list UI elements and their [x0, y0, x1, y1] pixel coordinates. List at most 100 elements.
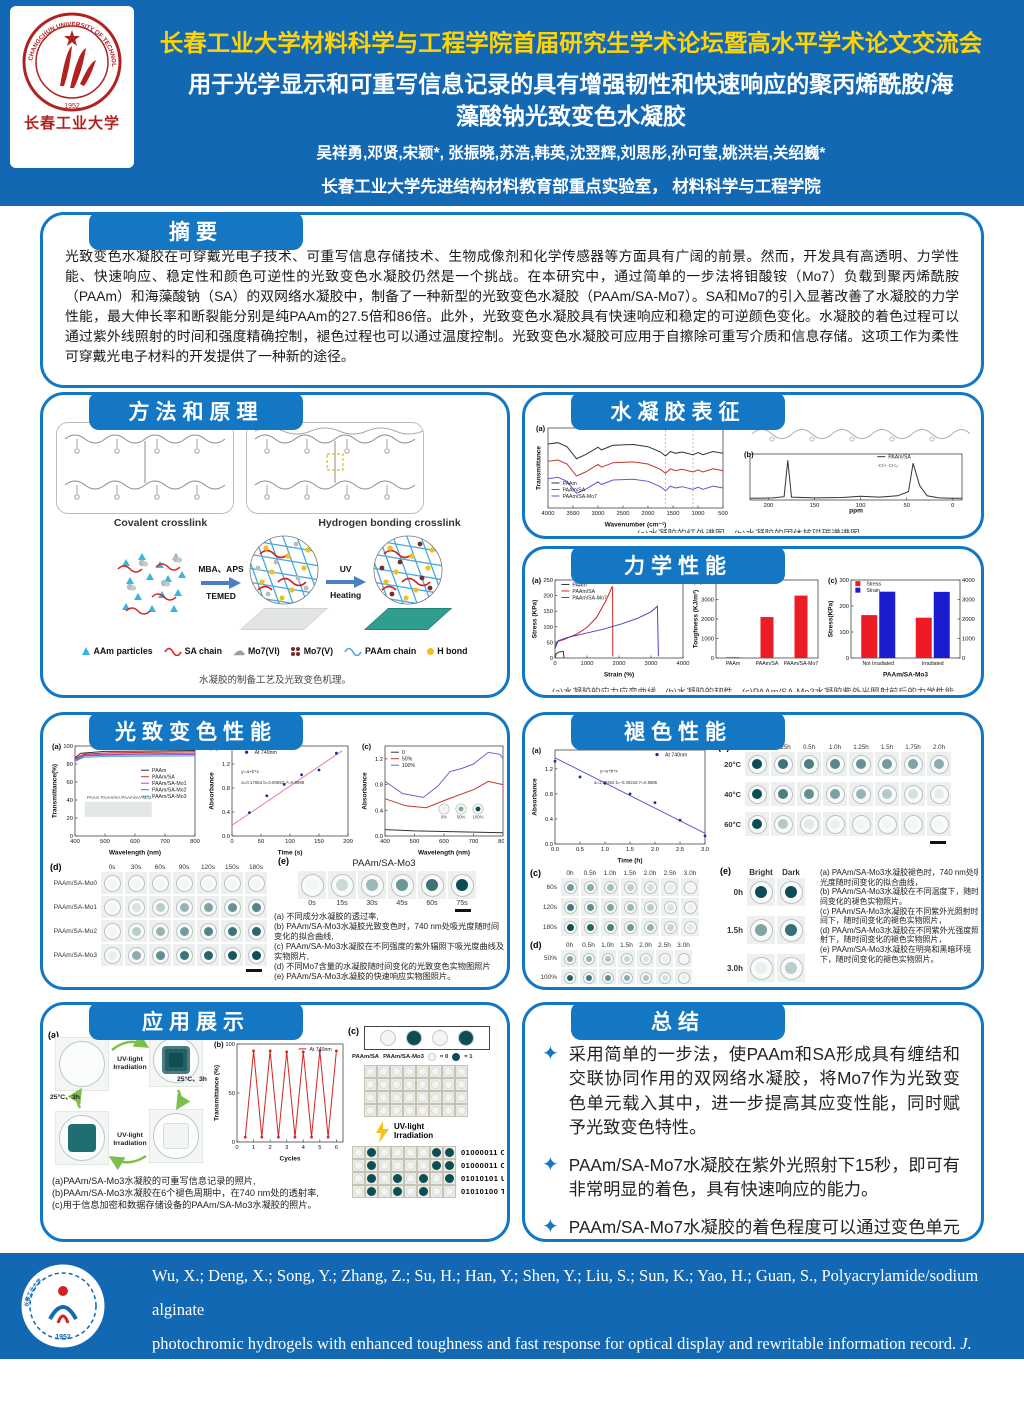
svg-text:200: 200 — [343, 839, 353, 845]
section-methods: 方法和原理 Covalent crosslink Hydrogen bondin… — [40, 392, 510, 698]
characterization-tab: 水凝胶表征 — [571, 392, 785, 430]
network-after-uv-figure — [373, 535, 443, 605]
svg-text:100: 100 — [856, 503, 866, 509]
logo-university-name: 长春工业大学 — [23, 115, 120, 132]
dark-dot-sample — [406, 1030, 422, 1046]
svg-text:Transmittance: Transmittance — [536, 446, 543, 490]
right-arrow-icon — [325, 576, 366, 588]
svg-text:3000: 3000 — [592, 511, 605, 517]
svg-text:PAAm: PAAm — [726, 661, 740, 667]
svg-text:1.2: 1.2 — [545, 767, 553, 773]
authors-line: 吴祥勇,邓贤,宋颖*, 张振晓,苏浩,韩英,沈翌辉,刘思彤,孙可莹,姚洪岩,关绍… — [316, 145, 826, 163]
svg-text:5: 5 — [318, 1145, 321, 1151]
svg-text:0: 0 — [711, 656, 714, 662]
mechanical-tab: 力学性能 — [571, 546, 785, 584]
svg-text:PAAm: PAAm — [152, 768, 166, 774]
svg-text:50: 50 — [547, 640, 553, 646]
svg-text:2000: 2000 — [962, 617, 975, 623]
svg-text:300: 300 — [839, 578, 849, 584]
poster-footer: 长春工业大学 1952 Wu, X.; Deng, X.; Song, Y.; … — [0, 1253, 1024, 1420]
svg-text:500: 500 — [718, 511, 728, 517]
svg-text:At 740nm: At 740nm — [665, 753, 687, 759]
figure-nmr: 200 150 100 50 0 ppm PAAm/SA -CH -CH₂- (b) — [742, 448, 966, 514]
svg-text:0: 0 — [402, 750, 405, 756]
svg-text:50: 50 — [903, 503, 909, 509]
svg-text:100%: 100% — [402, 763, 416, 769]
svg-text:4: 4 — [302, 1145, 306, 1151]
star-icon: ✦ — [542, 1215, 559, 1236]
svg-text:Stress(KPa): Stress(KPa) — [828, 601, 835, 638]
svg-text:Transmittance (%): Transmittance (%) — [214, 1065, 221, 1121]
svg-text:0.4: 0.4 — [545, 817, 554, 823]
svg-text:0%: 0% — [441, 815, 447, 820]
svg-text:At 740nm: At 740nm — [309, 1047, 331, 1053]
svg-text:0: 0 — [70, 834, 73, 840]
abstract-body: 光致变色水凝胶在可穿戴光电子技术、可重写信息存储技术、生物成像剂和化学传感器等方… — [65, 249, 959, 364]
figure-toughness: 01000200030004000Toughness (KJ/m³)PAAmPA… — [691, 574, 825, 678]
svg-text:(b): (b) — [744, 450, 754, 459]
star-icon: ✦ — [542, 1043, 559, 1065]
svg-text:1000: 1000 — [962, 637, 975, 643]
svg-text:(b): (b) — [214, 1040, 224, 1049]
summary-tab: 总结 — [571, 1002, 785, 1040]
svg-text:Strain: Strain — [866, 588, 880, 594]
recolored-hydrogel-photo — [68, 1124, 96, 1152]
summary-bullet: ✦ 采用简单的一步法，使PAAm和SA形成具有缠结和交联协同作用的双网络水凝胶，将… — [542, 1043, 960, 1138]
svg-text:0: 0 — [553, 661, 556, 667]
fading-intensity-grid: (d) 0h 0.5h 1.0h 1.5h 2.0h 2.5h 3.0h 50% 100% — [530, 940, 693, 984]
mo7-vi-icon: ☁ — [232, 644, 245, 658]
svg-text:100: 100 — [543, 625, 553, 631]
svg-text:0.8: 0.8 — [375, 783, 383, 789]
svg-text:3000: 3000 — [701, 598, 714, 604]
svg-text:ppm: ppm — [849, 508, 863, 515]
arrow1-top-label: MBA、APS — [198, 564, 244, 574]
light-dot-sample — [432, 1030, 448, 1046]
svg-text:PAAm/SA: PAAm/SA — [756, 661, 779, 667]
svg-text:Wavelength (nm): Wavelength (nm) — [418, 850, 470, 857]
svg-text:3.0: 3.0 — [701, 847, 709, 853]
conference-title: 长春工业大学材料科学与工程学院首届研究生学术论坛暨高水平学术论文交流会 — [159, 30, 983, 56]
fading-brightdark-grid: (e) Bright Dark 0h 1.5h 3.0h — [720, 866, 806, 984]
section-application: 应用展示 (a) UV-light Irradiation 25°C、3h UV… — [40, 1002, 510, 1242]
hbond-structure-figure — [246, 422, 424, 514]
encoded-storage-grid: 01000011 C 01000011 C 01010101 U 01010100 T — [352, 1146, 504, 1198]
svg-text:100: 100 — [63, 744, 73, 750]
svg-text:y=a+b*x: y=a+b*x — [241, 769, 259, 775]
figure-intensity-absorbance: 400 500 600 700 800 0.0 0.4 0.8 1.2 Wavelength (n… — [360, 740, 505, 857]
svg-text:0: 0 — [951, 503, 954, 509]
svg-text:PAAm/SA-Mo3: PAAm/SA-Mo3 — [152, 794, 187, 800]
svg-text:Irradiated: Irradiated — [922, 661, 944, 667]
dark-dot-sample — [458, 1030, 474, 1046]
svg-text:2.5: 2.5 — [676, 847, 684, 853]
svg-text:a=0.17554 b=0.00653 r²=0.9869: a=0.17554 b=0.00653 r²=0.9869 — [241, 780, 305, 785]
svg-text:3000: 3000 — [962, 598, 975, 604]
svg-text:PAAm/SA-Mo2: PAAm/SA-Mo2 — [152, 788, 187, 794]
svg-text:3500: 3500 — [567, 511, 580, 517]
svg-text:600: 600 — [130, 839, 140, 845]
svg-text:40: 40 — [67, 798, 73, 804]
svg-text:(a): (a) — [536, 424, 546, 433]
svg-text:0.0: 0.0 — [551, 847, 559, 853]
preparation-scheme: MBA、APS TEMED UV Heating — [50, 534, 504, 630]
fading-tab: 褪色性能 — [571, 712, 785, 750]
svg-text:PAAm/SA-Mo3: PAAm/SA-Mo3 — [883, 672, 928, 679]
svg-text:PAAm/SA-Mo7: PAAm/SA-Mo7 — [563, 494, 598, 500]
rewritable-cycle-figure: (a) UV-light Irradiation 25°C、3h UV-ligh… — [48, 1030, 210, 1170]
section-fading: 褪色性能 0.0 0.5 1.0 1.5 2.0 2.5 3.0 0.0 0.4 0.8 1.2 Ti… — [522, 712, 984, 990]
abstract-tab: 摘要 — [89, 212, 303, 250]
svg-text:60: 60 — [67, 780, 73, 786]
svg-text:6: 6 — [335, 1145, 338, 1151]
svg-text:150: 150 — [314, 839, 324, 845]
arrow2-top-label: UV — [339, 564, 352, 574]
h-bond-icon — [427, 647, 435, 655]
svg-text:100%: 100% — [473, 815, 484, 820]
svg-text:800: 800 — [498, 839, 504, 845]
svg-text:0: 0 — [962, 656, 965, 662]
svg-text:50: 50 — [258, 839, 264, 845]
svg-text:80: 80 — [67, 762, 73, 768]
svg-text:Stress (KPa): Stress (KPa) — [532, 600, 539, 639]
svg-text:500: 500 — [410, 839, 420, 845]
svg-text:0: 0 — [235, 1145, 238, 1151]
svg-text:3: 3 — [285, 1145, 288, 1151]
svg-text:(a): (a) — [52, 742, 62, 751]
